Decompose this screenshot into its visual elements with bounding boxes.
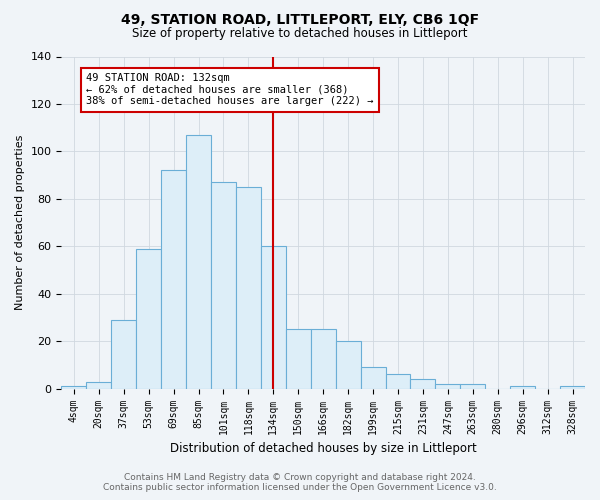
- Bar: [161, 170, 186, 388]
- Bar: [335, 341, 361, 388]
- Bar: [410, 379, 436, 388]
- Bar: [311, 330, 335, 388]
- Bar: [560, 386, 585, 388]
- Bar: [136, 248, 161, 388]
- Bar: [386, 374, 410, 388]
- Bar: [286, 330, 311, 388]
- Bar: [361, 368, 386, 388]
- Text: 49 STATION ROAD: 132sqm
← 62% of detached houses are smaller (368)
38% of semi-d: 49 STATION ROAD: 132sqm ← 62% of detache…: [86, 73, 374, 106]
- Bar: [436, 384, 460, 388]
- Bar: [61, 386, 86, 388]
- Bar: [510, 386, 535, 388]
- Bar: [236, 187, 261, 388]
- Bar: [186, 135, 211, 388]
- Text: 49, STATION ROAD, LITTLEPORT, ELY, CB6 1QF: 49, STATION ROAD, LITTLEPORT, ELY, CB6 1…: [121, 12, 479, 26]
- Bar: [86, 382, 111, 388]
- Bar: [211, 182, 236, 388]
- Text: Size of property relative to detached houses in Littleport: Size of property relative to detached ho…: [132, 28, 468, 40]
- Bar: [111, 320, 136, 388]
- Bar: [460, 384, 485, 388]
- Bar: [261, 246, 286, 388]
- X-axis label: Distribution of detached houses by size in Littleport: Distribution of detached houses by size …: [170, 442, 476, 455]
- Y-axis label: Number of detached properties: Number of detached properties: [15, 135, 25, 310]
- Text: Contains HM Land Registry data © Crown copyright and database right 2024.
Contai: Contains HM Land Registry data © Crown c…: [103, 473, 497, 492]
